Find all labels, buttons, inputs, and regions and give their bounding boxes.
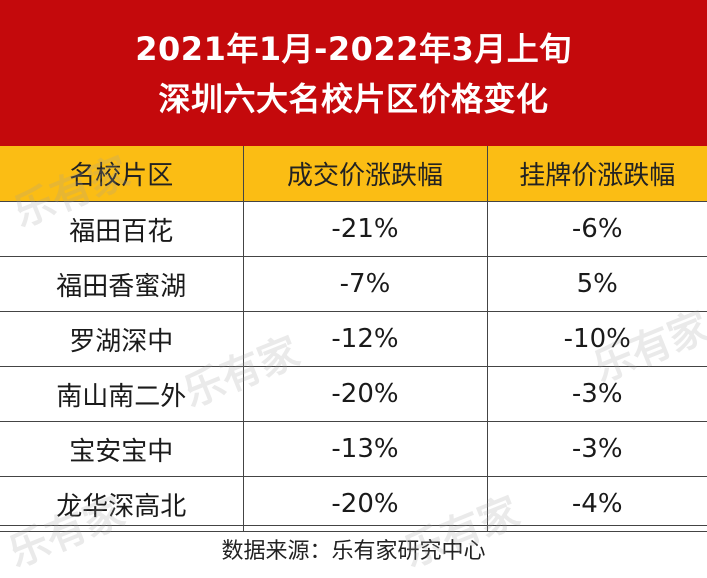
price-change-table: 名校片区 成交价涨跌幅 挂牌价涨跌幅 福田百花 -21% -6% 福田香蜜湖 -… <box>0 146 707 532</box>
title-line-2: 深圳六大名校片区价格变化 <box>158 80 549 118</box>
district-cell: 罗湖深中 <box>0 311 244 367</box>
title-banner: 2021年1月-2022年3月上旬 深圳六大名校片区价格变化 <box>0 0 707 146</box>
table-row: 龙华深高北 -20% -4% <box>0 476 707 532</box>
table-row: 罗湖深中 -12% -10% <box>0 311 707 367</box>
header-listing-change: 挂牌价涨跌幅 <box>486 146 707 202</box>
listing-change-cell: -3% <box>486 421 707 477</box>
listing-change-cell: -6% <box>486 201 707 257</box>
transaction-change-cell: -20% <box>242 366 488 422</box>
header-row: 名校片区 成交价涨跌幅 挂牌价涨跌幅 <box>0 146 707 202</box>
transaction-change-cell: -7% <box>242 256 488 312</box>
transaction-change-cell: -13% <box>242 421 488 477</box>
listing-change-cell: 5% <box>486 256 707 312</box>
table-row: 福田百花 -21% -6% <box>0 201 707 257</box>
table-row: 福田香蜜湖 -7% 5% <box>0 256 707 312</box>
district-cell: 福田百花 <box>0 201 244 257</box>
listing-change-cell: -4% <box>486 476 707 532</box>
header-transaction-change: 成交价涨跌幅 <box>242 146 488 202</box>
district-cell: 福田香蜜湖 <box>0 256 244 312</box>
transaction-change-cell: -12% <box>242 311 488 367</box>
district-cell: 南山南二外 <box>0 366 244 422</box>
district-cell: 宝安宝中 <box>0 421 244 477</box>
data-source-note: 数据来源：乐有家研究中心 <box>0 525 707 571</box>
title-line-1: 2021年1月-2022年3月上旬 <box>135 30 572 68</box>
district-cell: 龙华深高北 <box>0 476 244 532</box>
table-row: 宝安宝中 -13% -3% <box>0 421 707 477</box>
transaction-change-cell: -21% <box>242 201 488 257</box>
table-row: 南山南二外 -20% -3% <box>0 366 707 422</box>
listing-change-cell: -10% <box>486 311 707 367</box>
header-district: 名校片区 <box>0 146 244 202</box>
listing-change-cell: -3% <box>486 366 707 422</box>
transaction-change-cell: -20% <box>242 476 488 532</box>
data-table: 名校片区 成交价涨跌幅 挂牌价涨跌幅 福田百花 -21% -6% 福田香蜜湖 -… <box>0 146 707 532</box>
